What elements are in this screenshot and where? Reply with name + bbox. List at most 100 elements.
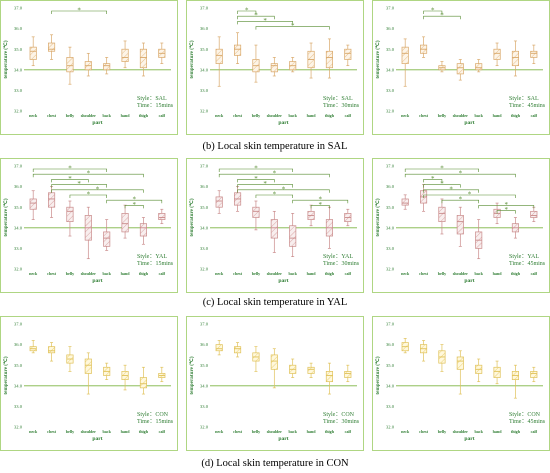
style-annotation: Style：SAL <box>509 96 539 102</box>
significance-bracket-chest-shoulder: * <box>423 180 461 188</box>
time-annotation: Time：45mins <box>509 103 546 109</box>
box-neck <box>29 340 37 354</box>
x-tick-label: hand <box>493 429 503 434</box>
significance-star: * <box>254 165 258 173</box>
box-shoulder <box>84 352 92 395</box>
y-tick-label: 32.0 <box>200 267 209 272</box>
significance-bracket-neck-back: * <box>404 165 479 173</box>
x-tick-label: thigh <box>139 271 149 276</box>
x-tick-label: thigh <box>139 429 149 434</box>
box-shoulder <box>84 52 92 77</box>
y-tick-label: 35.0 <box>14 205 23 210</box>
x-tick-label: calf <box>159 271 166 276</box>
y-tick-label: 33.0 <box>386 88 395 93</box>
bracket-line <box>423 10 443 14</box>
significance-bracket-chest-thigh: * <box>423 191 516 199</box>
y-tick-label: 36.0 <box>200 26 209 31</box>
box-body <box>401 198 409 206</box>
significance-bracket-hand-thigh: * <box>496 206 516 214</box>
style-annotation: Style：CON <box>323 412 355 418</box>
significance-star: * <box>319 196 323 204</box>
bracket-line <box>32 173 144 178</box>
bracket-line <box>292 199 349 204</box>
y-tick-label: 35.0 <box>386 363 395 368</box>
significance-star: * <box>96 185 100 193</box>
significance-bracket-chest-back: * <box>237 180 293 188</box>
box-back <box>475 358 483 383</box>
y-tick-label: 37.0 <box>386 322 395 327</box>
style-annotation: Style：CON <box>509 412 541 418</box>
y-axis-title: temperature (℃) <box>188 40 195 78</box>
box-thigh <box>511 40 519 77</box>
box-calf <box>158 42 166 64</box>
box-body <box>139 223 147 237</box>
box-body <box>29 198 37 210</box>
y-tick-label: 34.0 <box>200 225 209 230</box>
x-axis-title: part <box>92 120 102 126</box>
box-body <box>121 213 129 233</box>
x-tick-label: chest <box>233 271 243 276</box>
y-tick-label: 32.0 <box>386 267 395 272</box>
x-tick-label: neck <box>401 271 410 276</box>
box-body <box>493 48 501 60</box>
box-neck <box>215 190 223 214</box>
bracket-line <box>51 179 89 183</box>
y-tick-label: 35.0 <box>14 363 23 368</box>
significance-bracket-hand-thigh: * <box>310 201 330 209</box>
box-belly <box>438 198 446 235</box>
chart-panel-con-45mins: temperature (℃) 32.0 33.0 34.0 35.0 36.0 37.0 n… <box>372 316 550 451</box>
x-axis-title: part <box>92 278 102 284</box>
x-axis-title: part <box>92 436 102 442</box>
box-body <box>66 206 74 222</box>
x-tick-label: thigh <box>325 113 335 118</box>
x-tick-label: belly <box>252 271 260 276</box>
significance-star: * <box>459 170 463 178</box>
significance-star: * <box>440 165 444 173</box>
significance-bracket-hand-thigh: * <box>124 201 144 209</box>
x-tick-label: back <box>474 113 483 118</box>
box-calf <box>158 366 166 383</box>
significance-star: * <box>263 180 267 188</box>
box-thigh <box>325 38 333 79</box>
y-tick-label: 34.0 <box>200 383 209 388</box>
box-chest <box>420 340 428 362</box>
y-tick-label: 32.0 <box>14 267 23 272</box>
y-axis-title: temperature (℃) <box>188 356 195 394</box>
y-tick-label: 33.0 <box>14 88 23 93</box>
box-body <box>511 50 519 67</box>
x-tick-label: thigh <box>139 113 149 118</box>
box-back <box>475 59 483 73</box>
box-body <box>344 48 352 60</box>
y-tick-label: 35.0 <box>14 47 23 52</box>
time-annotation: Time：30mins <box>323 419 360 425</box>
x-tick-label: calf <box>159 113 166 118</box>
bracket-line <box>218 168 293 172</box>
x-tick-label: calf <box>345 113 352 118</box>
caption-con: (d) Local skin temperature in CON <box>201 458 349 469</box>
box-body <box>103 231 111 247</box>
y-tick-label: 37.0 <box>386 6 395 11</box>
significance-bracket-back-calf: * <box>478 201 535 209</box>
x-tick-label: thigh <box>511 271 521 276</box>
x-tick-label: thigh <box>325 271 335 276</box>
y-tick-label: 32.0 <box>14 109 23 114</box>
box-shoulder <box>84 206 92 260</box>
box-neck <box>401 194 409 210</box>
bracket-line <box>441 199 479 204</box>
time-annotation: Time：45mins <box>509 419 546 425</box>
y-tick-label: 36.0 <box>200 184 209 189</box>
significance-star: * <box>77 7 81 15</box>
y-axis-title: temperature (℃) <box>2 198 9 236</box>
panel-frame <box>186 316 364 451</box>
significance-star: * <box>282 185 286 193</box>
x-tick-label: shoulder <box>453 271 468 276</box>
y-tick-label: 35.0 <box>200 47 209 52</box>
y-tick-label: 37.0 <box>14 164 23 169</box>
bracket-line <box>404 168 479 172</box>
x-tick-label: thigh <box>325 429 335 434</box>
significance-star: * <box>245 7 249 15</box>
box-body <box>29 46 37 60</box>
x-tick-label: belly <box>252 113 260 118</box>
y-axis-title: temperature (℃) <box>2 40 9 78</box>
x-axis-title: part <box>278 120 288 126</box>
